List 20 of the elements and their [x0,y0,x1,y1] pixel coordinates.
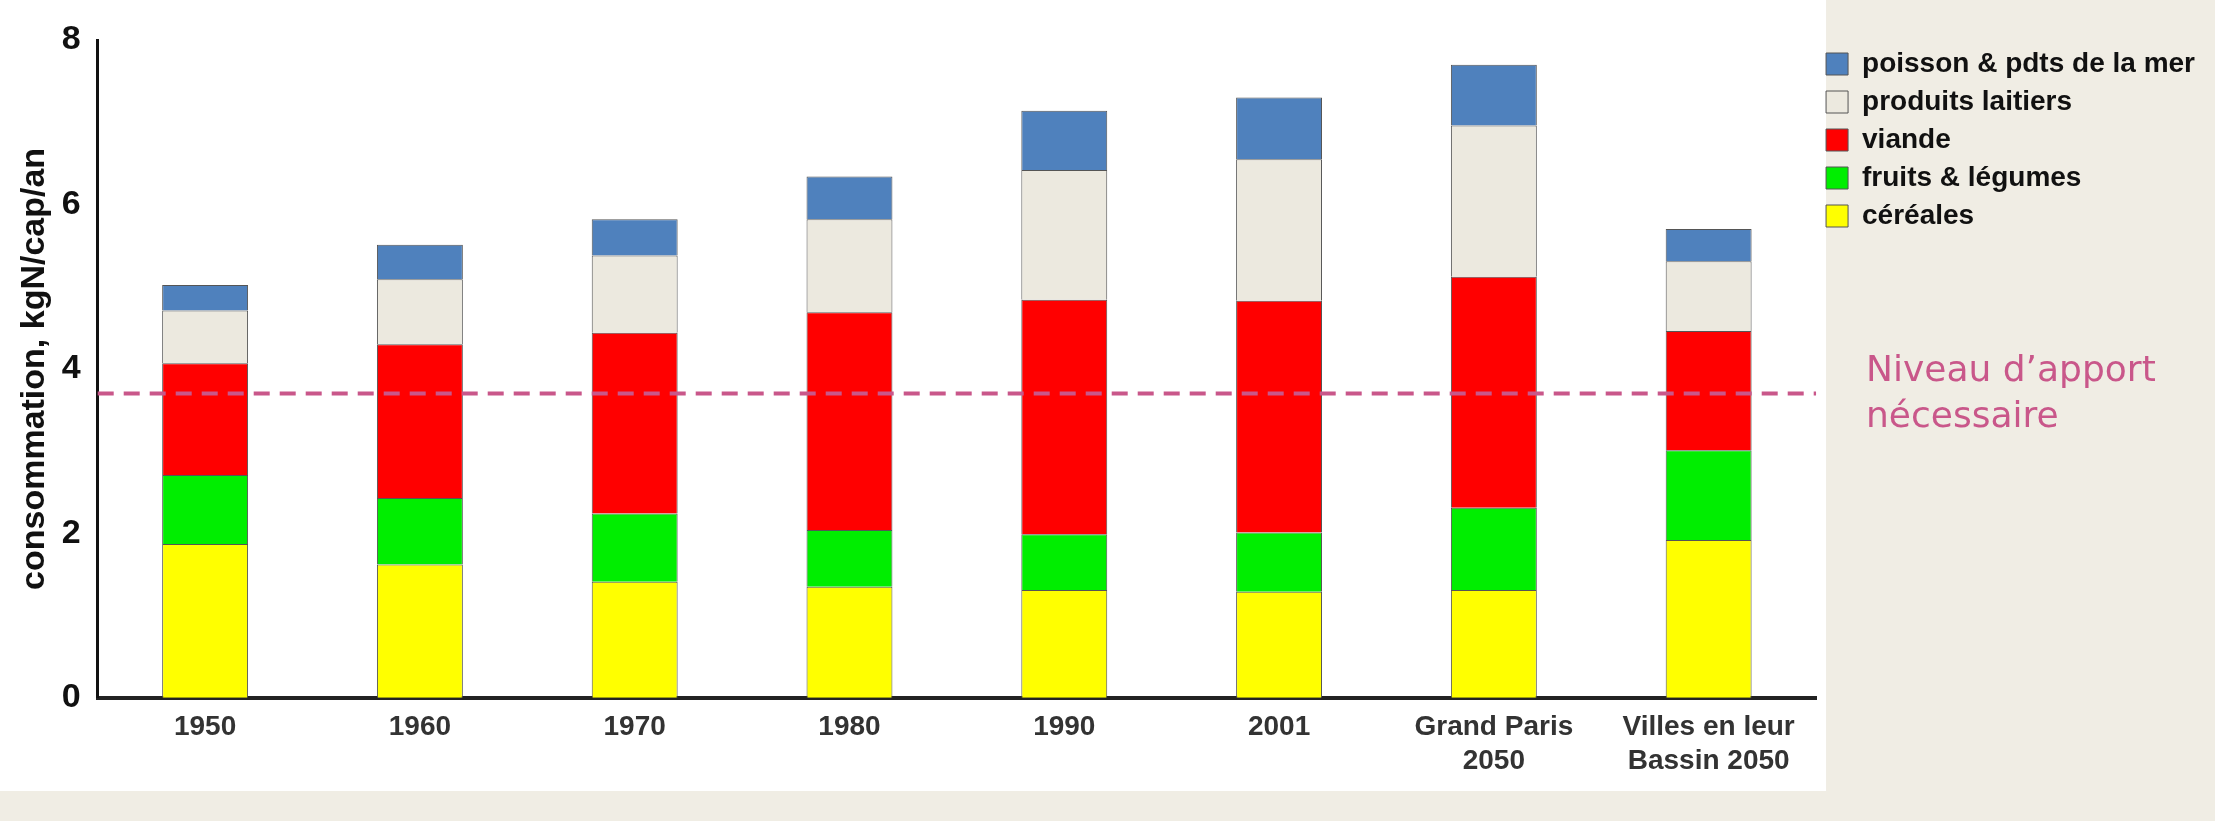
x-tick-label: 2001 [1247,710,1311,742]
x-tick-label: Villes en leur Bassin 2050 [1622,710,1795,775]
y-tick-label: 0 [61,676,81,715]
legend-label: céréales [1862,198,1975,230]
legend-label: fruits & légumes [1862,160,2082,192]
ref-line-label: Niveau d’apport nécessaire [1866,347,2156,435]
y-tick-label: 4 [61,347,81,386]
y-tick-label: 6 [61,182,81,221]
legend-label: produits laitiers [1862,84,2073,116]
x-tick-label: 1950 [173,710,237,742]
x-tick-label: 1960 [388,710,452,742]
legend-label: poisson & pdts de la mer [1862,46,2196,78]
x-tick-label: 1980 [818,710,881,742]
x-tick-label: 1970 [603,710,666,742]
y-tick-label: 2 [61,511,81,550]
x-tick-label: 1990 [1033,710,1096,742]
y-tick-label: 8 [61,18,81,57]
legend-label: viande [1862,122,1951,154]
y-axis-title: consommation, kgN/cap/an [12,147,51,590]
x-tick-label: Grand Paris 2050 [1414,710,1574,775]
